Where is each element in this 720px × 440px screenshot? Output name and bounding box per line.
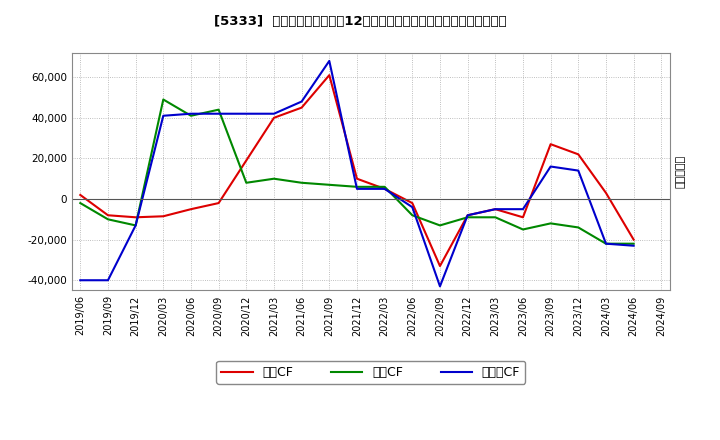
営業CF xyxy=(546,142,555,147)
フリーCF xyxy=(629,243,638,248)
営業CF xyxy=(491,206,500,212)
営業CF xyxy=(297,105,306,110)
Legend: 営業CF, 投資CF, フリーCF: 営業CF, 投資CF, フリーCF xyxy=(217,361,525,384)
投資CF xyxy=(518,227,527,232)
営業CF xyxy=(463,213,472,218)
営業CF xyxy=(76,192,85,198)
フリーCF xyxy=(491,206,500,212)
フリーCF xyxy=(104,278,112,283)
投資CF xyxy=(270,176,279,181)
営業CF xyxy=(186,206,195,212)
投資CF xyxy=(215,107,223,112)
フリーCF xyxy=(297,99,306,104)
投資CF xyxy=(408,213,417,218)
営業CF xyxy=(325,73,333,78)
投資CF xyxy=(297,180,306,185)
投資CF xyxy=(602,241,611,246)
フリーCF xyxy=(76,278,85,283)
フリーCF xyxy=(408,205,417,210)
営業CF xyxy=(353,176,361,181)
Line: フリーCF: フリーCF xyxy=(81,61,634,286)
投資CF xyxy=(463,215,472,220)
投資CF xyxy=(629,241,638,246)
営業CF xyxy=(104,213,112,218)
営業CF xyxy=(629,237,638,242)
営業CF xyxy=(518,215,527,220)
投資CF xyxy=(76,201,85,206)
営業CF xyxy=(408,201,417,206)
投資CF xyxy=(353,184,361,190)
投資CF xyxy=(186,113,195,118)
投資CF xyxy=(242,180,251,185)
フリーCF xyxy=(270,111,279,116)
Line: 営業CF: 営業CF xyxy=(81,75,634,266)
フリーCF xyxy=(602,241,611,246)
フリーCF xyxy=(436,284,444,289)
フリーCF xyxy=(353,186,361,191)
フリーCF xyxy=(518,206,527,212)
Line: 投資CF: 投資CF xyxy=(81,99,634,244)
フリーCF xyxy=(325,58,333,63)
営業CF xyxy=(242,158,251,163)
営業CF xyxy=(602,190,611,195)
投資CF xyxy=(546,221,555,226)
営業CF xyxy=(159,214,168,219)
営業CF xyxy=(270,115,279,121)
投資CF xyxy=(325,182,333,187)
フリーCF xyxy=(215,111,223,116)
フリーCF xyxy=(463,213,472,218)
Y-axis label: （百万円）: （百万円） xyxy=(675,155,685,188)
Text: [5333]  キャッシュフローの12か月移動合計の対前年同期増減額の推移: [5333] キャッシュフローの12か月移動合計の対前年同期増減額の推移 xyxy=(214,15,506,29)
投資CF xyxy=(574,225,582,230)
投資CF xyxy=(380,184,389,190)
フリーCF xyxy=(186,111,195,116)
フリーCF xyxy=(380,186,389,191)
営業CF xyxy=(131,215,140,220)
投資CF xyxy=(491,215,500,220)
フリーCF xyxy=(574,168,582,173)
フリーCF xyxy=(159,113,168,118)
営業CF xyxy=(574,152,582,157)
フリーCF xyxy=(546,164,555,169)
営業CF xyxy=(215,201,223,206)
投資CF xyxy=(131,223,140,228)
投資CF xyxy=(159,97,168,102)
投資CF xyxy=(436,223,444,228)
フリーCF xyxy=(131,223,140,228)
投資CF xyxy=(104,216,112,222)
営業CF xyxy=(436,264,444,269)
営業CF xyxy=(380,186,389,191)
フリーCF xyxy=(242,111,251,116)
